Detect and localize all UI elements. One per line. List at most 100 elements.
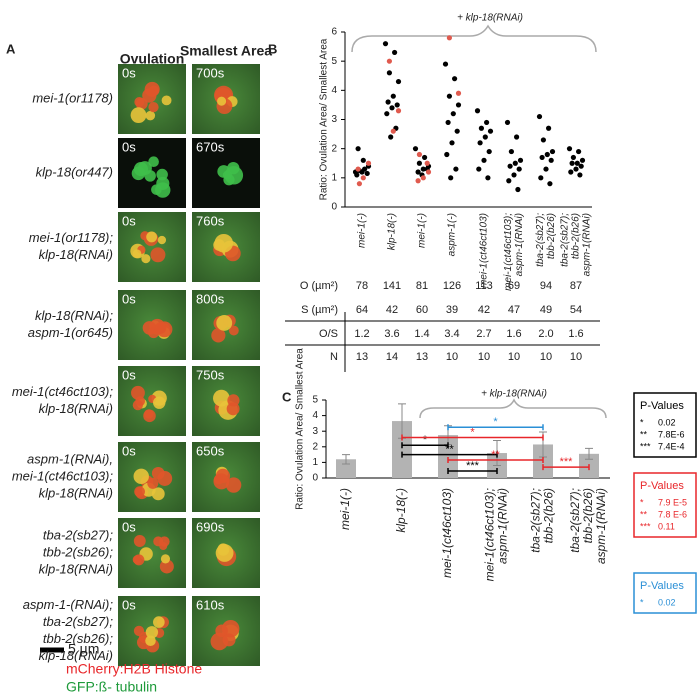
chromosome-blob [153,536,164,547]
point [579,157,586,163]
table-cell: 87 [570,280,582,292]
table-cell: 42 [386,304,398,316]
point [449,140,455,146]
x-tick-label: mei-1(ct46ct103); [503,213,514,291]
time-label: 0s [122,443,136,458]
chromosome-blob [160,554,171,564]
point [577,172,583,178]
y-tick-label: 4 [331,85,337,96]
x-tick-label: mei-1(-) [357,213,368,248]
table-cell: 10 [508,351,520,363]
pvalue-value: 7.9 E-5 [658,497,687,507]
x-tick-label: tbb-2(b26) [542,488,556,543]
chromosome-blob [143,409,156,423]
significance-label: ** [491,449,500,461]
chromosome-blob [147,477,159,489]
chromosome-blob [133,162,149,177]
y-tick-label: 5 [312,395,318,406]
genotype-label: aspm-1(RNAi), [27,451,113,466]
table-cell: 1.6 [506,328,521,340]
pvalue-value: 0.11 [658,521,675,531]
point [543,166,549,172]
time-label: 670s [196,139,225,154]
table-cell: 113 [475,280,493,292]
chromosome-blob [228,325,239,336]
point [382,41,389,47]
x-tick-label: mei-1(ct46ct103) [440,488,454,578]
significance-line [401,434,544,441]
point [364,170,370,177]
y-axis-title: Ratio: Ovulation Area/ Smallest Area [319,38,330,200]
y-tick-label: 4 [312,410,318,421]
y-tick-label: 6 [331,27,337,38]
time-label: 0s [122,367,136,382]
pvalue-value: 7.4E-4 [658,441,685,451]
point [355,146,361,152]
chromosome-blob [217,96,227,106]
time-label: 0s [122,139,136,154]
point [568,169,574,175]
chromosome-blob [211,328,226,343]
chromosome-blob [213,239,225,251]
chromosome-blob [132,399,143,411]
chromosome-blob [156,176,170,190]
table-cell: 94 [540,280,552,292]
genotype-label: mei-1(ct46ct103); [12,468,114,483]
chromosome-blob [159,559,174,574]
point [450,111,456,117]
table-cell: 1.2 [354,328,369,340]
x-tick-label: klp-18(-) [394,488,408,533]
pvalue-value: 0.02 [658,417,676,427]
point [390,128,396,134]
point [476,166,482,172]
point [578,163,584,169]
pvalue-title: P-Values [640,480,684,492]
point [424,160,430,166]
point [478,125,484,131]
table-cell: 3.6 [384,328,399,340]
significance-line [401,451,498,458]
genotype-label: mei-1(ct46ct103); [12,384,114,399]
x-tick-label: mei-1(-) [338,488,352,530]
column-header: Smallest Area [180,43,272,59]
point [359,169,365,175]
time-label: 690s [196,519,225,534]
table-row-label: N [330,351,338,363]
significance-line [401,442,449,449]
genotype-label: klp-18(RNAi) [39,648,113,663]
point [536,113,543,120]
point [574,160,580,166]
point [365,160,372,166]
point [538,175,544,181]
point [508,148,514,155]
point [412,146,419,152]
table-cell: 141 [383,280,401,292]
chromosome-blob [133,625,145,637]
significance-line [447,424,544,431]
point [482,134,488,140]
chromosome-blob [148,156,159,168]
table-cell: 10 [570,351,582,363]
point [453,166,459,172]
pvalue-star: * [640,597,644,607]
column-header: Ovulation [120,51,185,67]
point [354,172,360,178]
point [386,70,392,76]
pvalue-value: 0.02 [658,597,676,607]
point [514,134,520,140]
point [481,157,487,163]
point [455,90,462,96]
time-label: 760s [196,213,225,228]
time-label: 0s [122,519,136,534]
table-cell: 13 [356,351,368,363]
legend-text: mCherry:H2B Histone [66,661,202,677]
y-tick-label: 3 [331,114,337,125]
point [570,154,577,161]
significance-label: *** [560,456,574,468]
table-cell: 47 [508,304,520,316]
pvalue-star: * [640,497,644,507]
point [506,178,512,184]
point [540,137,547,143]
genotype-label: tba-2(sb27); [43,527,113,542]
point [455,102,462,108]
